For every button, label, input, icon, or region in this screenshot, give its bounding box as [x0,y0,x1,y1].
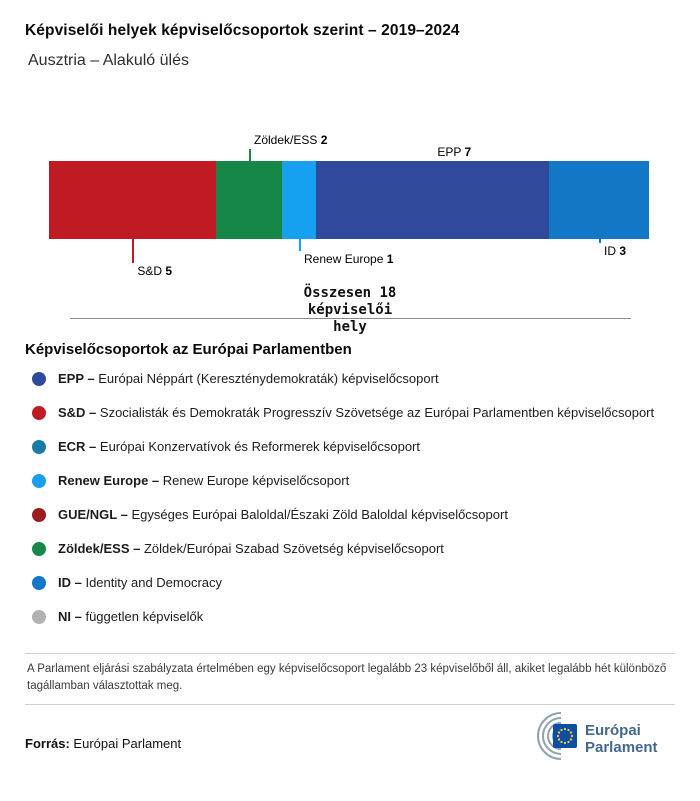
bar-segment-s-d [49,161,216,239]
legend-item: Zöldek/ESS – Zöldek/Európai Szabad Szöve… [32,540,675,558]
eu-stars [556,727,574,745]
legend-heading: Képviselőcsoportok az Európai Parlamentb… [25,341,352,358]
legend-label: ID – Identity and Democracy [58,575,223,590]
footnote: A Parlament eljárási szabályzata értelmé… [25,653,675,705]
legend-dot [32,610,46,624]
leader-line [249,149,251,161]
legend-list: EPP – Európai Néppárt (Kereszténydemokra… [25,370,675,626]
seats-bar [49,161,649,239]
seats-stacked-bar-chart: S&D 5 Zöldek/ESS 2 Renew Europe 1 EPP 7 ID 3 [49,133,649,278]
european-parliament-logo: Európai Parlament [505,711,675,761]
segment-label: S&D 5 [137,264,173,278]
page-subtitle: Ausztria – Alakuló ülés [28,52,189,69]
legend-label: NI – független képviselők [58,609,204,624]
eu-flag [553,724,577,748]
legend-item: EPP – Európai Néppárt (Kereszténydemokra… [32,370,675,388]
leader-line [599,239,601,243]
legend-item: ECR – Európai Konzervatívok és Reformere… [32,438,675,456]
ep-logo-graphic: Európai Parlament [537,712,658,760]
legend-label: Zöldek/ESS – Zöldek/Európai Szabad Szöve… [58,541,444,556]
source-label: Forrás: [25,736,70,751]
segment-label: Zöldek/ESS 2 [254,133,328,147]
divider-line [70,318,631,319]
source-value: Európai Parlament [73,736,182,751]
legend-label: Renew Europe – Renew Europe képviselőcso… [58,473,350,488]
segment-label: Renew Europe 1 [304,252,394,266]
legend-dot [32,440,46,454]
legend-dot [32,576,46,590]
segment-label: EPP 7 [437,145,472,159]
legend-dot [32,372,46,386]
legend-dot [32,406,46,420]
legend-item: GUE/NGL – Egységes Európai Baloldal/Észa… [32,506,675,524]
legend-item: Renew Europe – Renew Europe képviselőcso… [32,472,675,490]
legend-label: GUE/NGL – Egységes Európai Baloldal/Észa… [58,507,508,522]
bar-segment-renew-europe [282,161,316,239]
footer-row: Forrás: Európai Parlament [25,711,675,761]
bar-segment-id [548,161,649,239]
legend-label: EPP – Európai Néppárt (Kereszténydemokra… [58,371,439,386]
legend-item: ID – Identity and Democracy [32,574,675,592]
logo-text-line2: Parlament [585,739,658,756]
bar-segment-epp [315,161,549,239]
legend-item: S&D – Szocialisták és Demokraták Progres… [32,404,675,422]
total-seats-block: Összesen 18 képviselői hely [25,285,675,339]
legend-dot [32,508,46,522]
legend-label: S&D – Szocialisták és Demokraták Progres… [58,405,655,420]
source-line: Forrás: Európai Parlament [25,736,181,751]
legend-dot [32,474,46,488]
leader-line [299,239,301,251]
segment-label: ID 3 [604,244,627,258]
total-seats-label: Összesen 18 képviselői hely [303,285,397,335]
legend-item: NI – független képviselők [32,608,675,626]
logo-text-line1: Európai [585,722,641,739]
leader-line [132,239,135,263]
legend-dot [32,542,46,556]
legend-label: ECR – Európai Konzervatívok és Reformere… [58,439,420,454]
bar-segment-z-ldek-ess [215,161,283,239]
page-title: Képviselői helyek képviselőcsoportok sze… [25,22,460,39]
